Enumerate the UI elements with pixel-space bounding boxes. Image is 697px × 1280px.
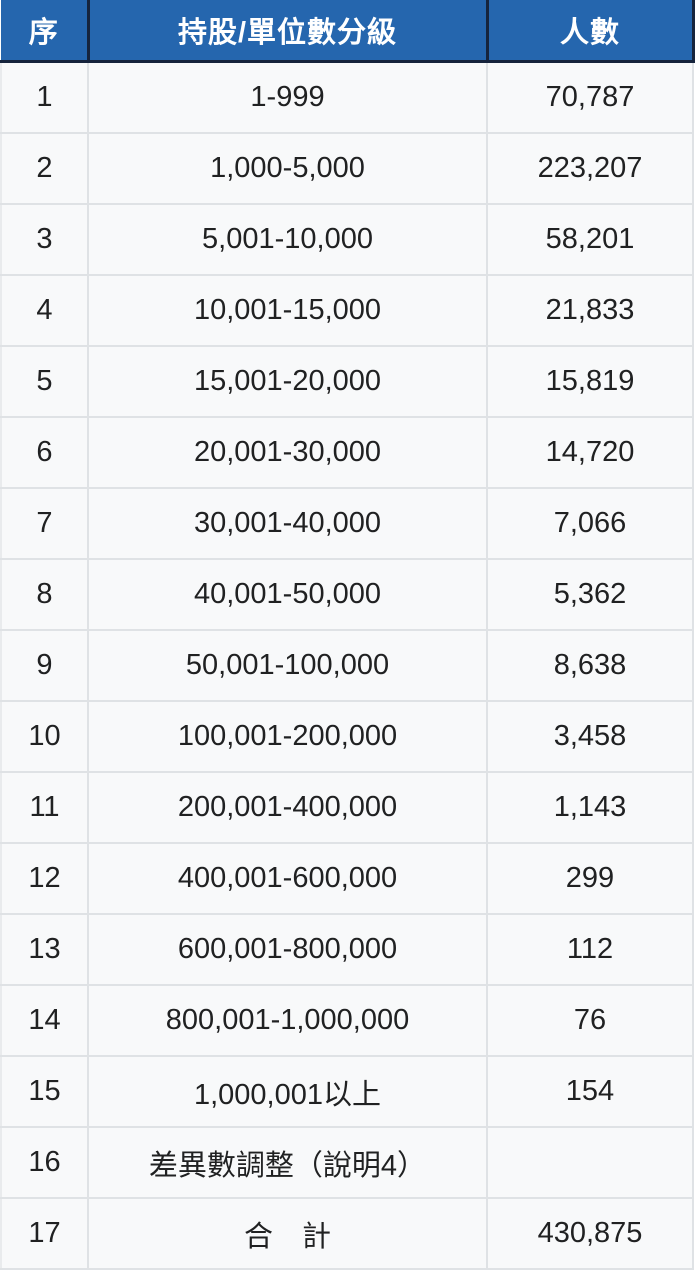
table-row: 10 100,001-200,000 3,458 [0,700,694,773]
table-row: 13 600,001-800,000 112 [0,913,694,986]
table-row: 12 400,001-600,000 299 [0,842,694,915]
cell-seq: 10 [0,700,89,773]
table-row: 16 差異數調整（說明4） [0,1126,694,1199]
cell-range: 1,000-5,000 [87,132,488,205]
table-row: 3 5,001-10,000 58,201 [0,203,694,276]
cell-seq: 2 [0,132,89,205]
table-row: 11 200,001-400,000 1,143 [0,771,694,844]
table-row: 8 40,001-50,000 5,362 [0,558,694,631]
cell-count: 7,066 [486,487,694,560]
cell-range: 5,001-10,000 [87,203,488,276]
cell-range: 15,001-20,000 [87,345,488,418]
cell-count: 8,638 [486,629,694,702]
cell-seq: 14 [0,984,89,1057]
cell-seq: 17 [0,1197,89,1270]
cell-count: 430,875 [486,1197,694,1270]
column-header-seq: 序 [1,0,88,63]
cell-count: 21,833 [486,274,694,347]
cell-range: 400,001-600,000 [87,842,488,915]
table-row: 7 30,001-40,000 7,066 [0,487,694,560]
table-row: 14 800,001-1,000,000 76 [0,984,694,1057]
cell-range: 200,001-400,000 [87,771,488,844]
cell-seq: 3 [0,203,89,276]
table-row: 6 20,001-30,000 14,720 [0,416,694,489]
cell-count: 112 [486,913,694,986]
cell-range: 1,000,001以上 [87,1055,488,1128]
cell-count: 1,143 [486,771,694,844]
column-header-range: 持股/單位數分級 [86,0,487,63]
cell-range: 合 計 [87,1197,488,1270]
table-row: 4 10,001-15,000 21,833 [0,274,694,347]
cell-seq: 16 [0,1126,89,1199]
cell-seq: 8 [0,558,89,631]
cell-range: 10,001-15,000 [87,274,488,347]
cell-range: 100,001-200,000 [87,700,488,773]
cell-seq: 15 [0,1055,89,1128]
cell-seq: 5 [0,345,89,418]
cell-range: 1-999 [87,60,488,134]
cell-seq: 12 [0,842,89,915]
cell-count: 5,362 [486,558,694,631]
cell-count: 223,207 [486,132,694,205]
cell-seq: 11 [0,771,89,844]
cell-range: 20,001-30,000 [87,416,488,489]
cell-seq: 7 [0,487,89,560]
cell-count: 3,458 [486,700,694,773]
table-row: 2 1,000-5,000 223,207 [0,132,694,205]
cell-range: 800,001-1,000,000 [87,984,488,1057]
table-row: 15 1,000,001以上 154 [0,1055,694,1128]
column-header-count: 人數 [485,0,695,63]
cell-seq: 4 [0,274,89,347]
cell-range: 40,001-50,000 [87,558,488,631]
cell-seq: 1 [0,60,89,134]
cell-seq: 6 [0,416,89,489]
cell-count: 299 [486,842,694,915]
cell-count: 14,720 [486,416,694,489]
cell-count: 58,201 [486,203,694,276]
cell-count: 70,787 [486,60,694,134]
cell-seq: 9 [0,629,89,702]
cell-range: 50,001-100,000 [87,629,488,702]
header-row: 序 持股/單位數分級 人數 [1,0,695,63]
cell-range: 30,001-40,000 [87,487,488,560]
cell-count: 154 [486,1055,694,1128]
cell-count [486,1126,694,1199]
cell-seq: 13 [0,913,89,986]
cell-count: 15,819 [486,345,694,418]
table-row: 5 15,001-20,000 15,819 [0,345,694,418]
table-body: 1 1-999 70,787 2 1,000-5,000 223,207 3 5… [0,60,694,1270]
table-row: 1 1-999 70,787 [0,60,694,134]
table-row: 17 合 計 430,875 [0,1197,694,1270]
cell-range: 差異數調整（說明4） [87,1126,488,1199]
cell-range: 600,001-800,000 [87,913,488,986]
cell-count: 76 [486,984,694,1057]
table-row: 9 50,001-100,000 8,638 [0,629,694,702]
